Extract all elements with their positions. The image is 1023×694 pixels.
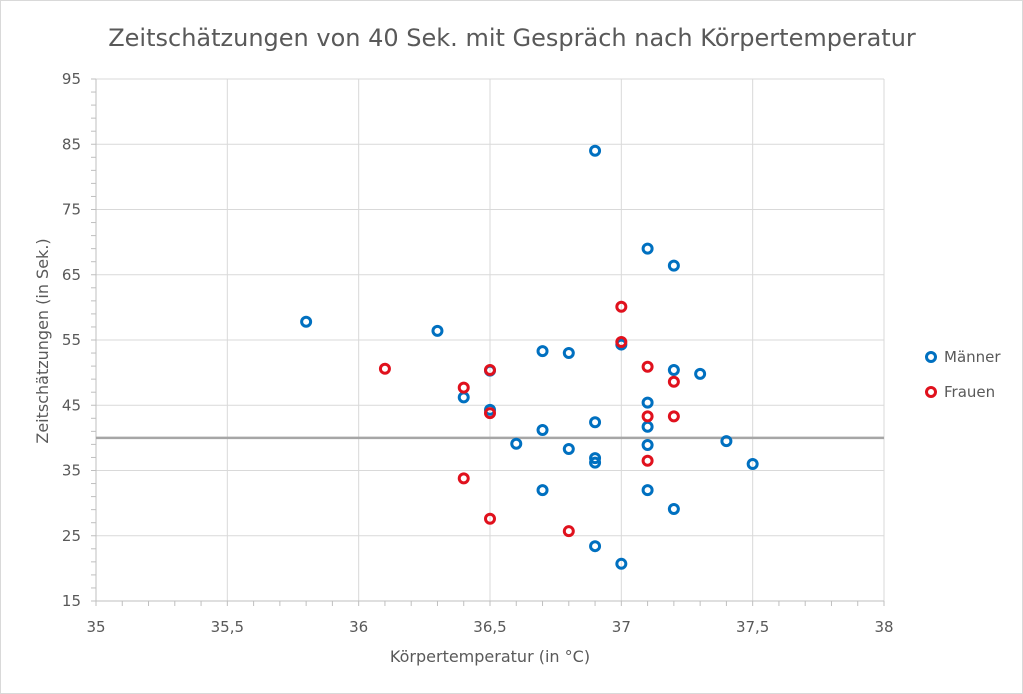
x-tick-label: 36,5 bbox=[473, 618, 506, 636]
tick-labels-layer: 35 35,5 36 36,5 37 37,5 38 15 25 35 45 55 65 75 85 95 bbox=[62, 70, 894, 636]
point-frauen bbox=[378, 362, 391, 375]
point-maenner bbox=[694, 367, 707, 380]
point-maenner bbox=[589, 456, 602, 469]
legend-marker-frauen bbox=[925, 386, 937, 398]
point-frauen bbox=[667, 375, 680, 388]
point-frauen bbox=[641, 410, 654, 423]
x-tick-label: 35,5 bbox=[211, 618, 244, 636]
point-maenner bbox=[641, 439, 654, 452]
point-maenner bbox=[667, 259, 680, 272]
y-tick-label: 45 bbox=[62, 396, 81, 414]
legend-item-frauen: Frauen bbox=[925, 383, 995, 401]
x-axis-title: Körpertemperatur (in °C) bbox=[390, 647, 590, 666]
point-maenner bbox=[589, 144, 602, 157]
y-tick-label: 65 bbox=[62, 266, 81, 284]
point-frauen bbox=[484, 407, 496, 420]
x-tick-label: 38 bbox=[874, 618, 893, 636]
legend-marker-maenner bbox=[925, 351, 937, 363]
y-axis-title: Zeitschätzungen (in Sek.) bbox=[33, 238, 52, 443]
point-maenner bbox=[536, 484, 549, 497]
point-frauen bbox=[615, 300, 628, 313]
point-frauen bbox=[641, 454, 654, 467]
legend-label-maenner: Männer bbox=[944, 348, 1001, 366]
axes-layer bbox=[91, 78, 885, 606]
point-maenner bbox=[746, 457, 759, 470]
x-tick-label: 37,5 bbox=[736, 618, 769, 636]
y-tick-label: 85 bbox=[62, 135, 81, 153]
legend-label-frauen: Frauen bbox=[944, 383, 995, 401]
point-maenner bbox=[562, 442, 575, 455]
point-maenner bbox=[667, 364, 680, 377]
point-frauen bbox=[457, 381, 470, 394]
point-maenner bbox=[536, 424, 549, 437]
point-frauen bbox=[615, 335, 628, 348]
point-maenner bbox=[641, 484, 654, 497]
point-frauen bbox=[641, 360, 654, 373]
y-tick-label: 75 bbox=[62, 201, 81, 219]
point-maenner bbox=[589, 416, 602, 429]
point-maenner bbox=[641, 396, 654, 409]
y-tick-label: 15 bbox=[62, 592, 81, 610]
point-maenner bbox=[589, 452, 602, 465]
point-frauen bbox=[484, 512, 496, 525]
point-maenner bbox=[562, 347, 575, 360]
x-tick-label: 37 bbox=[612, 618, 631, 636]
legend: Männer Frauen bbox=[925, 348, 1001, 401]
point-maenner bbox=[536, 345, 549, 358]
point-maenner bbox=[720, 435, 733, 448]
point-frauen bbox=[667, 410, 680, 423]
point-maenner bbox=[641, 420, 654, 433]
point-frauen bbox=[562, 525, 575, 538]
y-tick-label: 25 bbox=[62, 527, 81, 545]
x-tick-label: 36 bbox=[349, 618, 368, 636]
point-maenner bbox=[300, 315, 313, 328]
point-maenner bbox=[615, 557, 628, 570]
points-layer bbox=[300, 144, 759, 570]
chart-title: Zeitschätzungen von 40 Sek. mit Gespräch… bbox=[108, 24, 916, 52]
y-tick-label: 35 bbox=[62, 462, 81, 480]
point-maenner bbox=[641, 242, 654, 255]
y-tick-label: 95 bbox=[62, 70, 81, 88]
point-maenner bbox=[457, 391, 470, 404]
point-maenner bbox=[589, 540, 602, 553]
point-maenner bbox=[510, 437, 523, 450]
point-maenner bbox=[431, 324, 444, 337]
legend-item-maenner: Männer bbox=[925, 348, 1001, 366]
y-tick-label: 55 bbox=[62, 331, 81, 349]
grid-layer bbox=[96, 78, 885, 601]
point-maenner bbox=[667, 502, 680, 515]
x-tick-label: 35 bbox=[86, 618, 105, 636]
point-frauen bbox=[457, 472, 470, 485]
point-frauen bbox=[484, 364, 496, 377]
